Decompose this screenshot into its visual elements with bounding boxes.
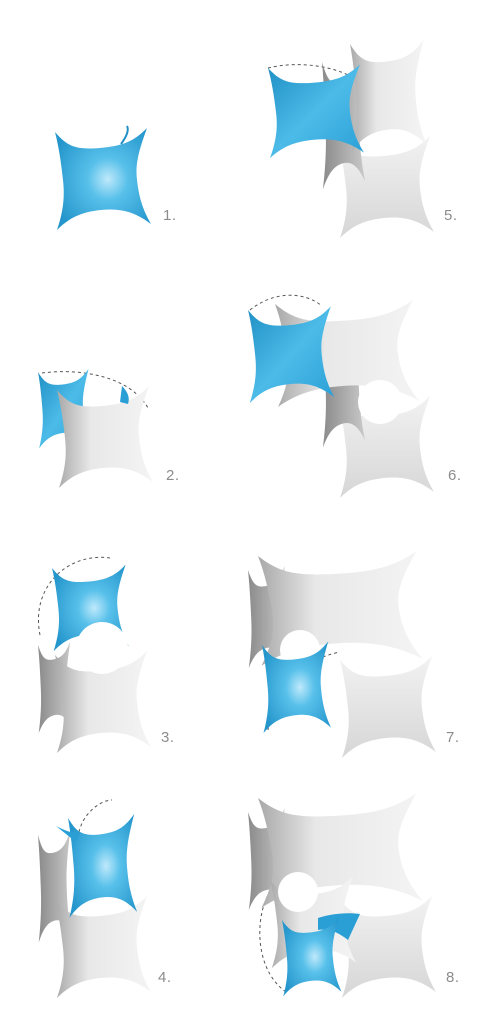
step-1: 1.	[55, 125, 177, 230]
step-8: 8.	[248, 793, 460, 998]
step-3-fold-arc	[38, 556, 111, 636]
step-5: 5.	[267, 39, 458, 238]
step-4-label: 4.	[158, 969, 172, 986]
step-4-fold-arc	[77, 799, 113, 839]
step-8-grey-lower-right	[340, 896, 436, 998]
step-8-blue-cap	[318, 913, 360, 940]
step-3: 3.	[38, 556, 175, 753]
step-6-hole	[358, 380, 402, 424]
step-4-blue-flap	[56, 826, 80, 842]
step-7-grey-lower-right	[340, 656, 436, 758]
step-7: 7.	[248, 551, 460, 758]
step-6: 6.	[248, 294, 462, 498]
step-2: 2.	[38, 368, 180, 488]
step-4-blue-module	[68, 813, 138, 918]
step-2-label: 2.	[166, 467, 180, 484]
step-5-blue-module	[268, 64, 364, 159]
step-3-hole	[76, 622, 128, 674]
step-2-fold-arc	[41, 371, 149, 409]
step-1-label: 1.	[163, 207, 177, 224]
step-6-fold-arc	[249, 294, 323, 311]
step-3-label: 3.	[161, 729, 175, 746]
step-5-grey-upper	[350, 39, 427, 152]
step-4: 4.	[38, 799, 172, 998]
step-5-label: 5.	[444, 207, 458, 224]
step-7-label: 7.	[446, 729, 460, 746]
step-6-label: 6.	[448, 467, 462, 484]
step-1-module	[55, 125, 151, 230]
step-8-label: 8.	[446, 969, 460, 986]
step-2-blue-tip	[120, 386, 129, 404]
step-4-grey-module	[55, 896, 151, 998]
step-8-hole	[278, 872, 318, 912]
